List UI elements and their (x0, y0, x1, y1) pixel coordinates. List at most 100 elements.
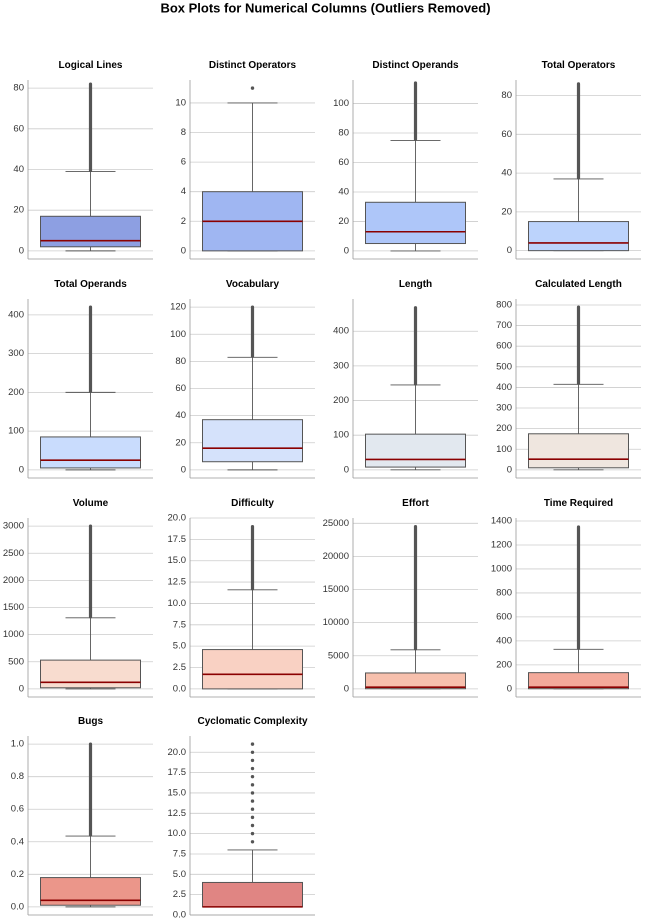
y-tick-label: 2.5 (173, 662, 186, 673)
y-tick-label: 40 (338, 186, 349, 197)
y-tick-label: 80 (175, 356, 186, 367)
panel-bugs: Bugs 0.0 0.2 0.4 0.6 0.8 1.0 (11, 716, 153, 916)
panel-distinct-operands: Distinct Operands 0 20 40 60 80 100 (333, 60, 478, 260)
box-iqr (202, 881, 303, 908)
panel-title: Distinct Operands (372, 60, 459, 71)
box-iqr (528, 221, 629, 252)
y-tick-label: 0.2 (11, 869, 24, 880)
y-tick-label: 40 (13, 164, 24, 175)
y-tick-label: 4 (181, 186, 186, 197)
y-tick-label: 60 (338, 157, 349, 168)
y-tick-label: 80 (501, 90, 512, 101)
y-tick-label: 500 (8, 656, 24, 667)
box-iqr (40, 436, 141, 469)
box-iqr (202, 419, 303, 463)
y-tick-label: 800 (496, 587, 512, 598)
y-tick-label: 10000 (323, 617, 349, 628)
y-tick-label: 60 (501, 129, 512, 140)
y-tick-label: 600 (496, 341, 512, 352)
panel-total-operands: Total Operands 0 100 200 300 400 (8, 279, 153, 479)
y-tick-label: 400 (333, 326, 349, 337)
y-tick-label: 2 (181, 216, 186, 227)
panel-length: Length 0 100 200 300 400 (333, 279, 478, 479)
y-tick-label: 40 (501, 168, 512, 179)
y-tick-label: 15000 (323, 584, 349, 595)
outlier-point (250, 86, 255, 90)
y-tick-label: 0 (507, 464, 512, 475)
y-tick-label: 80 (338, 128, 349, 139)
y-tick-label: 7.5 (173, 619, 186, 630)
outlier-point (250, 758, 255, 763)
y-tick-label: 0.8 (11, 771, 24, 782)
y-tick-label: 400 (496, 382, 512, 393)
y-tick-label: 20.0 (168, 513, 187, 524)
y-tick-label: 200 (496, 423, 512, 434)
panel-total-operators: Total Operators 0 20 40 60 80 (501, 60, 641, 260)
y-tick-label: 100 (333, 430, 349, 441)
panel-title: Volume (73, 498, 109, 509)
y-tick-label: 1400 (491, 516, 512, 527)
y-tick-label: 5.0 (173, 869, 186, 880)
y-tick-label: 60 (13, 123, 24, 134)
y-tick-label: 100 (496, 444, 512, 455)
y-tick-label: 8 (181, 127, 186, 138)
box-iqr (202, 649, 303, 690)
panel-effort: Effort 0 5000 10000 15000 20000 25000 (323, 498, 478, 698)
y-tick-label: 0.4 (11, 836, 24, 847)
panel-logical-lines: Logical Lines 0 20 40 60 80 (13, 60, 153, 260)
panel-title: Distinct Operators (209, 60, 297, 71)
y-tick-label: 600 (496, 611, 512, 622)
y-tick-label: 20.0 (168, 747, 187, 758)
y-tick-label: 0 (181, 464, 186, 475)
box-iqr (40, 215, 141, 248)
y-tick-label: 20000 (323, 551, 349, 562)
outlier-point (250, 799, 255, 803)
y-tick-label: 120 (170, 302, 186, 313)
y-tick-label: 2.5 (173, 889, 186, 900)
panel-cyclomatic-complexity: Cyclomatic Complexity 0.0 2.5 5.0 7.5 10.0 12.… (168, 716, 315, 920)
box-iqr (528, 672, 629, 690)
y-tick-label: 300 (8, 348, 24, 359)
y-tick-label: 400 (8, 309, 24, 320)
panel-calculated-length: Calculated Length 0 100 200 300 400 500 600 700 8… (496, 279, 641, 479)
y-tick-label: 5.0 (173, 641, 186, 652)
y-tick-label: 1.0 (11, 739, 24, 750)
y-tick-label: 2500 (3, 548, 24, 559)
y-tick-label: 0.0 (11, 901, 24, 912)
panel-vocabulary: Vocabulary 0 20 40 60 80 100 120 (170, 279, 315, 479)
y-tick-label: 100 (333, 98, 349, 109)
figure-title: Box Plots for Numerical Columns (Outlier… (160, 0, 490, 15)
y-tick-label: 0.0 (173, 683, 186, 694)
y-tick-label: 0 (19, 245, 24, 256)
y-tick-label: 15.0 (168, 555, 187, 566)
y-tick-label: 200 (8, 387, 24, 398)
y-tick-label: 20 (338, 216, 349, 227)
panel-title: Bugs (78, 716, 103, 727)
outlier-point (250, 840, 255, 844)
y-tick-label: 12.5 (168, 577, 187, 588)
y-tick-label: 0 (344, 683, 349, 694)
y-tick-label: 100 (8, 426, 24, 437)
y-tick-label: 700 (496, 320, 512, 331)
y-tick-label: 0.0 (173, 910, 186, 920)
outlier-point (250, 742, 255, 746)
outlier-point (250, 774, 255, 779)
panel-time-required: Time Required 0 200 400 600 800 1000 1200 1400 (491, 498, 641, 698)
y-tick-label: 0 (507, 683, 512, 694)
panel-distinct-operators: Distinct Operators 0 2 4 6 8 10 (175, 60, 315, 260)
outlier-point (250, 815, 255, 820)
outlier-point (250, 783, 255, 787)
panel-title: Difficulty (231, 498, 274, 509)
panel-title: Total Operators (542, 60, 616, 71)
panel-title: Cyclomatic Complexity (197, 716, 307, 727)
y-tick-label: 40 (175, 410, 186, 421)
y-tick-label: 7.5 (173, 848, 186, 859)
y-tick-label: 20 (175, 437, 186, 448)
panel-title: Effort (402, 498, 429, 509)
y-tick-label: 6 (181, 157, 186, 168)
y-tick-label: 200 (496, 659, 512, 670)
box-iqr (528, 433, 629, 469)
y-tick-label: 500 (496, 361, 512, 372)
